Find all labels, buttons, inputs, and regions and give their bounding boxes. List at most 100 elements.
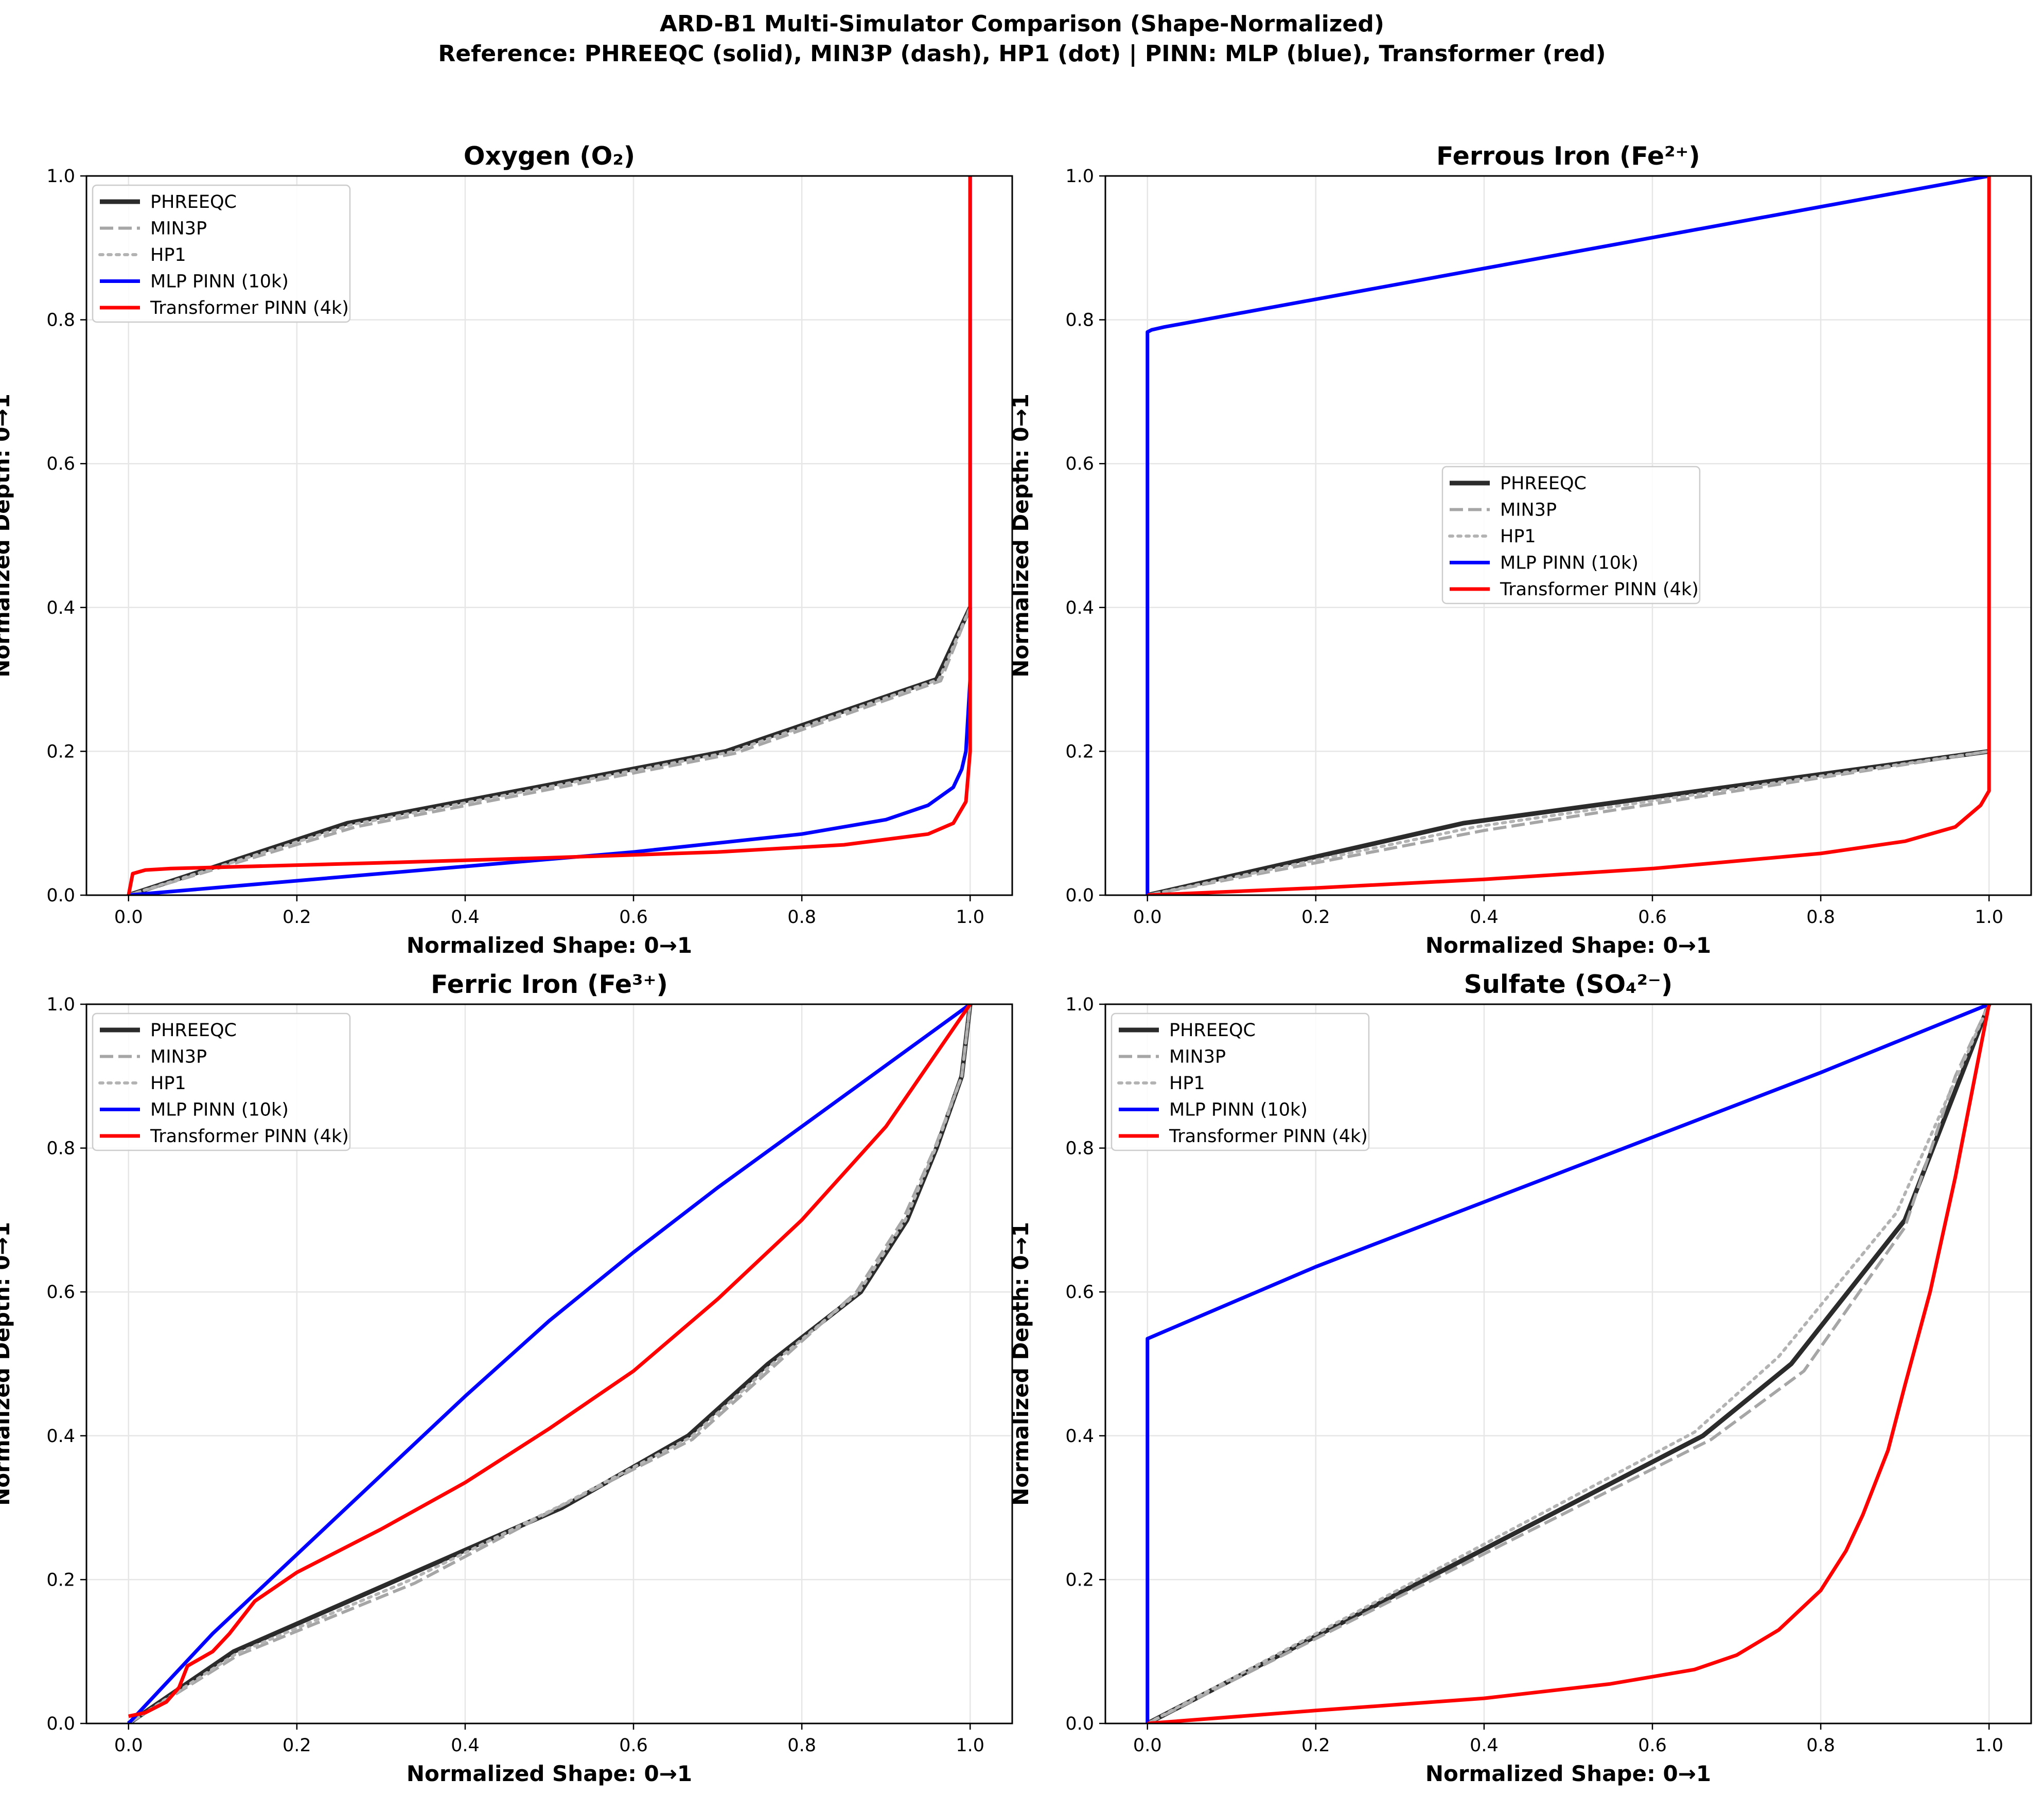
chart-panel-4: 0.0 0.2 0.4 0.6 0.8 1.0 0.0 0.2 0.4 0.6 0.8 1.0 Sulf… (1008, 970, 2032, 1786)
axes-frame (1104, 1003, 2032, 1724)
y-tick-label: 0.8 (1065, 1139, 1094, 1159)
x-tick-label: 1.0 (1975, 907, 2003, 928)
legend-label: MLP PINN (10k) (150, 272, 289, 292)
y-tick-label: 0.0 (46, 885, 75, 906)
series-line-min3p (1147, 750, 1989, 895)
legend-label: Transformer PINN (4k) (150, 1126, 349, 1147)
y-tick-label: 0.8 (46, 310, 75, 331)
series-line-transformer-pinn-4k (128, 1004, 972, 1718)
figure-subtitle: Reference: PHREEQC (solid), MIN3P (dash)… (438, 41, 1606, 67)
chart-panel-2: 0.0 0.2 0.4 0.6 0.8 1.0 0.0 0.2 0.4 0.6 0.8 1.0 Ferr… (1008, 141, 2032, 958)
y-tick-label: 0.6 (46, 1282, 75, 1303)
legend-label: PHREEQC (1169, 1020, 1256, 1041)
y-axis-label: Normalized Depth: 0→1 (0, 1222, 14, 1506)
y-tick-label: 1.0 (46, 994, 75, 1015)
x-tick-label: 0.8 (787, 1735, 816, 1756)
chart-title: Oxygen (O₂) (464, 141, 635, 171)
x-tick-label: 0.6 (1638, 907, 1667, 928)
x-tick-label: 0.6 (619, 1735, 648, 1756)
series-line-mlp-pinn-10k (127, 1004, 972, 1723)
series-group (1146, 176, 1991, 895)
legend-label: HP1 (150, 245, 186, 265)
x-tick-label: 0.8 (1806, 1735, 1835, 1756)
legend: PHREEQC MIN3P HP1 MLP PINN (10k) Transformer… (92, 184, 351, 323)
legend-label: MIN3P (1500, 500, 1557, 521)
chart-title: Sulfate (SO₄²⁻) (1464, 970, 1673, 999)
y-tick-label: 0.4 (46, 1426, 75, 1447)
y-axis-label: Normalized Depth: 0→1 (1008, 394, 1033, 678)
legend-box (92, 184, 351, 323)
x-tick-label: 0.4 (1470, 907, 1499, 928)
axes-frame (1104, 175, 2032, 896)
y-tick-label: 0.2 (46, 1570, 75, 1590)
x-tick-label: 0.4 (1470, 1735, 1499, 1756)
x-tick-label: 0.0 (114, 1735, 143, 1756)
legend-label: MLP PINN (10k) (150, 1100, 289, 1121)
legend: PHREEQC MIN3P HP1 MLP PINN (10k) Transformer… (1111, 1012, 1370, 1151)
legend-label: MIN3P (150, 1047, 207, 1068)
legend-label: Transformer PINN (4k) (1169, 1126, 1368, 1147)
series-group (127, 1004, 973, 1723)
legend-box (92, 1012, 351, 1151)
x-tick-label: 1.0 (956, 907, 984, 928)
x-axis-label: Normalized Shape: 0→1 (407, 1761, 692, 1786)
y-tick-label: 0.8 (1065, 310, 1094, 331)
series-line-hp1 (127, 606, 972, 895)
axes-frame (85, 1003, 1013, 1724)
series-line-min3p (128, 1004, 972, 1723)
x-tick-label: 0.0 (1133, 1735, 1162, 1756)
x-tick-label: 0.8 (1806, 907, 1835, 928)
series-group (1146, 1004, 1992, 1723)
series-line-mlp-pinn-10k (128, 176, 972, 895)
y-axis-label: Normalized Depth: 0→1 (0, 394, 14, 678)
x-axis-label: Normalized Shape: 0→1 (1425, 933, 1711, 958)
legend-label: PHREEQC (1500, 473, 1587, 494)
x-axis-label: Normalized Shape: 0→1 (407, 933, 692, 958)
y-tick-label: 0.2 (1065, 741, 1094, 762)
figure-title: ARD-B1 Multi-Simulator Comparison (Shape… (660, 11, 1384, 37)
legend-box (1111, 1012, 1370, 1151)
legend-label: PHREEQC (150, 1020, 237, 1041)
series-line-phreeqc (1147, 749, 1989, 895)
y-axis-label: Normalized Depth: 0→1 (1008, 1222, 1033, 1506)
x-tick-label: 0.4 (451, 907, 480, 928)
x-tick-label: 0.8 (787, 907, 816, 928)
legend-box (1441, 466, 1701, 604)
y-tick-label: 0.6 (1065, 454, 1094, 474)
legend-label: Transformer PINN (4k) (150, 298, 349, 318)
x-tick-label: 0.6 (619, 907, 648, 928)
legend-label: HP1 (1500, 526, 1536, 547)
x-tick-label: 1.0 (1975, 1735, 2003, 1756)
y-tick-label: 0.4 (1065, 598, 1094, 618)
y-tick-label: 0.0 (1065, 1714, 1094, 1734)
x-axis-label: Normalized Shape: 0→1 (1425, 1761, 1711, 1786)
x-tick-label: 1.0 (956, 1735, 984, 1756)
y-tick-label: 0.6 (46, 454, 75, 474)
chart-title: Ferric Iron (Fe³⁺) (431, 970, 668, 999)
y-tick-label: 1.0 (1065, 166, 1094, 187)
figure-title-block: ARD-B1 Multi-Simulator Comparison (Shape… (0, 9, 2044, 69)
axes-frame (85, 175, 1013, 896)
y-tick-label: 1.0 (46, 166, 75, 187)
y-tick-label: 0.6 (1065, 1282, 1094, 1303)
series-line-mlp-pinn-10k (1146, 176, 1989, 895)
y-tick-label: 0.4 (46, 598, 75, 618)
series-line-mlp-pinn-10k (1146, 1004, 1990, 1723)
x-tick-label: 0.0 (114, 907, 143, 928)
x-tick-label: 0.0 (1133, 907, 1162, 928)
legend-label: HP1 (1169, 1073, 1205, 1094)
series-line-transformer-pinn-4k (1147, 1004, 1991, 1723)
y-tick-label: 1.0 (1065, 994, 1094, 1015)
x-tick-label: 0.2 (283, 1735, 311, 1756)
y-tick-label: 0.8 (46, 1139, 75, 1159)
legend-label: Transformer PINN (4k) (1500, 579, 1699, 600)
legend: PHREEQC MIN3P HP1 MLP PINN (10k) Transformer… (1441, 466, 1701, 604)
series-line-hp1 (127, 1004, 972, 1723)
legend-label: MIN3P (150, 219, 207, 239)
legend-label: PHREEQC (150, 192, 237, 212)
legend-label: HP1 (150, 1073, 186, 1094)
chart-panel-1: 0.0 0.2 0.4 0.6 0.8 1.0 0.0 0.2 0.4 0.6 0.8 1.0 Oxyg… (0, 141, 1013, 958)
legend-label: MIN3P (1169, 1047, 1226, 1068)
